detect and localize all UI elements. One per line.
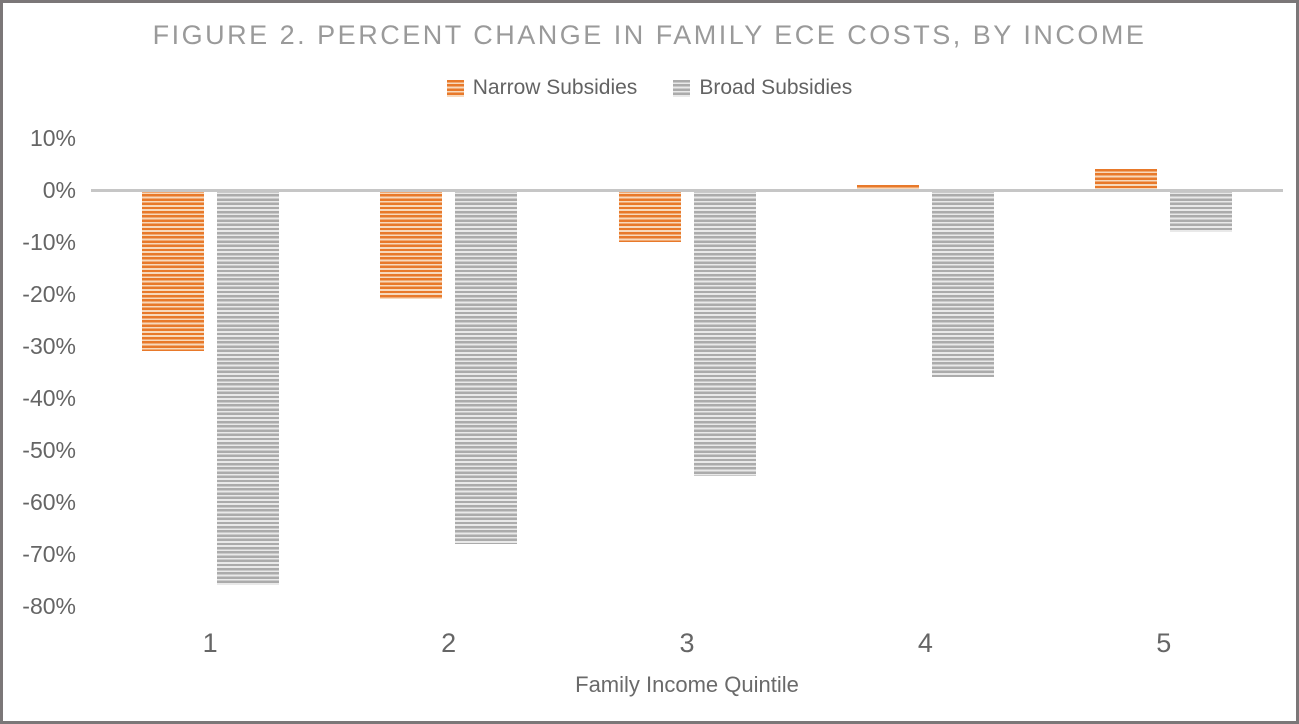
x-tick-label: 5 — [1156, 628, 1172, 658]
bar-narrow-quintile-3 — [618, 190, 681, 242]
y-tick-label: -20% — [22, 281, 76, 307]
y-tick-label: -40% — [22, 385, 76, 411]
x-tick-label: 1 — [202, 628, 218, 658]
bar-broad-quintile-3 — [693, 190, 756, 476]
x-tick-label: 2 — [441, 628, 457, 658]
y-tick-label: -60% — [22, 489, 76, 515]
legend-item-broad-subsidies: Broad Subsidies — [673, 76, 852, 100]
legend-label-narrow: Narrow Subsidies — [472, 76, 638, 99]
x-axis-title: Family Income Quintile — [575, 672, 799, 697]
y-tick-label: 0% — [42, 177, 76, 203]
chart-title: FIGURE 2. PERCENT CHANGE IN FAMILY ECE C… — [152, 20, 1147, 50]
legend-swatch-broad-icon — [673, 79, 691, 97]
y-tick-label: -50% — [22, 437, 76, 463]
bar-broad-quintile-1 — [216, 190, 279, 586]
bar-narrow-quintile-2 — [380, 190, 443, 300]
bar-narrow-quintile-4 — [856, 184, 919, 190]
zero-axis-line — [91, 188, 1283, 192]
y-tick-label: -70% — [22, 541, 76, 567]
y-tick-label: -30% — [22, 333, 76, 359]
y-tick-label: 10% — [29, 125, 76, 151]
bar-narrow-quintile-1 — [141, 190, 204, 352]
bar-narrow-quintile-5 — [1095, 169, 1158, 190]
plot-area: 10% 0% -10% -20% -30% -40% -50% -60% -70% -80% 1 2 3… — [3, 125, 1296, 695]
bar-broad-quintile-5 — [1170, 190, 1233, 232]
legend-swatch-narrow-icon — [446, 79, 464, 97]
x-tick-label: 3 — [679, 628, 695, 658]
legend: Narrow Subsidies Broad Subsidies — [3, 76, 1296, 100]
y-tick-label: -80% — [22, 593, 76, 619]
y-tick-label: -10% — [22, 229, 76, 255]
bar-broad-quintile-4 — [931, 190, 994, 378]
legend-label-broad: Broad Subsidies — [699, 76, 853, 99]
legend-item-narrow-subsidies: Narrow Subsidies — [446, 76, 638, 100]
x-tick-label: 4 — [917, 628, 933, 658]
bar-broad-quintile-2 — [455, 190, 518, 544]
